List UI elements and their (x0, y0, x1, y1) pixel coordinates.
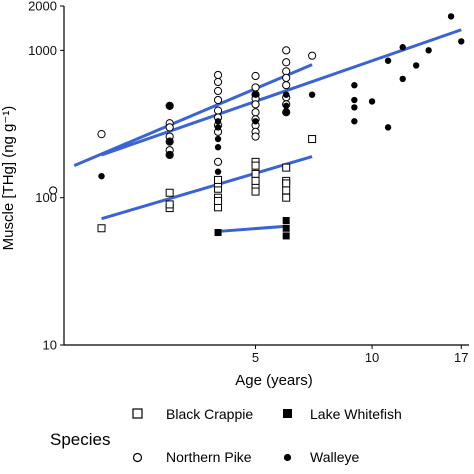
point-walleye (214, 124, 222, 131)
point-black-crappie (251, 176, 260, 185)
point-walleye (447, 13, 455, 20)
point-walleye (252, 91, 259, 98)
point-black-crappie (282, 179, 291, 188)
point-walleye (166, 102, 173, 110)
point-walleye (308, 91, 316, 98)
point-northern-pike (251, 132, 260, 141)
point-northern-pike (213, 157, 223, 166)
point-northern-pike (282, 81, 291, 90)
point-black-crappie (282, 193, 291, 202)
point-lake-whitefish (282, 216, 290, 224)
point-walleye (214, 168, 222, 175)
point-lake-whitefish (282, 232, 290, 240)
point-walleye (351, 104, 358, 111)
point-walleye (351, 82, 358, 89)
point-northern-pike (165, 123, 174, 132)
point-walleye (282, 91, 290, 98)
point-walleye (214, 144, 222, 151)
point-walleye (384, 124, 392, 131)
point-walleye (399, 44, 406, 51)
point-northern-pike (213, 77, 223, 87)
y-tick-label: 1000 (28, 43, 57, 58)
point-black-crappie (251, 187, 260, 196)
point-walleye (351, 96, 358, 104)
point-black-crappie (165, 200, 174, 209)
point-walleye (166, 151, 173, 159)
point-walleye (351, 118, 358, 125)
legend-key-black-crappie-icon (132, 408, 143, 419)
point-northern-pike (282, 73, 291, 83)
point-walleye (252, 118, 259, 125)
point-black-crappie (282, 163, 291, 172)
point-walleye (425, 47, 432, 54)
point-walleye (282, 109, 290, 116)
point-lake-whitefish (282, 224, 290, 232)
point-black-crappie (97, 224, 106, 233)
point-walleye (399, 75, 406, 83)
trend-lines (73, 28, 462, 233)
fit-line-lake-whitefish (217, 224, 287, 233)
point-walleye (166, 138, 173, 145)
point-black-crappie (214, 175, 223, 184)
point-walleye (214, 118, 222, 125)
point-black-crappie (282, 186, 291, 195)
point-northern-pike (251, 100, 260, 109)
point-black-crappie (251, 169, 260, 178)
point-walleye (98, 172, 105, 180)
legend-label-black-crappie: Black Crappie (166, 406, 253, 422)
point-northern-pike (213, 106, 223, 115)
point-walleye (412, 62, 420, 69)
point-walleye (368, 98, 376, 105)
point-black-crappie (308, 135, 317, 144)
point-northern-pike (251, 108, 260, 117)
point-northern-pike (251, 71, 260, 81)
x-tick-label: 17 (454, 350, 468, 365)
point-walleye (384, 57, 392, 64)
x-tick-label: 5 (252, 350, 259, 365)
point-northern-pike (282, 46, 291, 55)
legend-label-walleye: Walleye (310, 449, 359, 465)
legend-key-lake-whitefish-icon (283, 409, 292, 418)
legend-key-northern-pike-icon (132, 452, 143, 463)
point-northern-pike (213, 95, 223, 105)
point-northern-pike (251, 83, 260, 92)
data-points (49, 13, 465, 240)
y-tick-label: 10 (43, 338, 57, 353)
x-tick-label: 10 (365, 350, 379, 365)
fit-line-northern-pike (73, 63, 313, 168)
point-black-crappie (214, 196, 223, 205)
point-northern-pike (308, 51, 317, 60)
point-northern-pike (282, 58, 291, 67)
legend-label-lake-whitefish: Lake Whitefish (310, 406, 402, 422)
point-black-crappie (251, 161, 260, 170)
x-axis-title: Age (years) (235, 372, 313, 389)
legend: Species Black Crappie Lake Whitefish Nor… (50, 406, 402, 465)
point-northern-pike (97, 130, 106, 139)
point-black-crappie (165, 188, 174, 197)
legend-title: Species (50, 430, 110, 449)
y-axis-title: Muscle [THg] (ng g⁻¹) (0, 106, 17, 251)
point-northern-pike (213, 70, 223, 80)
fit-line-black-crappie (101, 155, 313, 221)
point-lake-whitefish (214, 229, 222, 237)
legend-label-northern-pike: Northern Pike (166, 449, 252, 465)
point-northern-pike (49, 186, 58, 195)
legend-key-walleye-icon (283, 453, 292, 462)
y-tick-label: 2000 (28, 0, 57, 14)
point-walleye (282, 102, 290, 110)
point-walleye (214, 135, 222, 143)
point-walleye (458, 38, 465, 45)
fit-line-walleye (101, 28, 462, 157)
point-northern-pike (213, 86, 223, 96)
